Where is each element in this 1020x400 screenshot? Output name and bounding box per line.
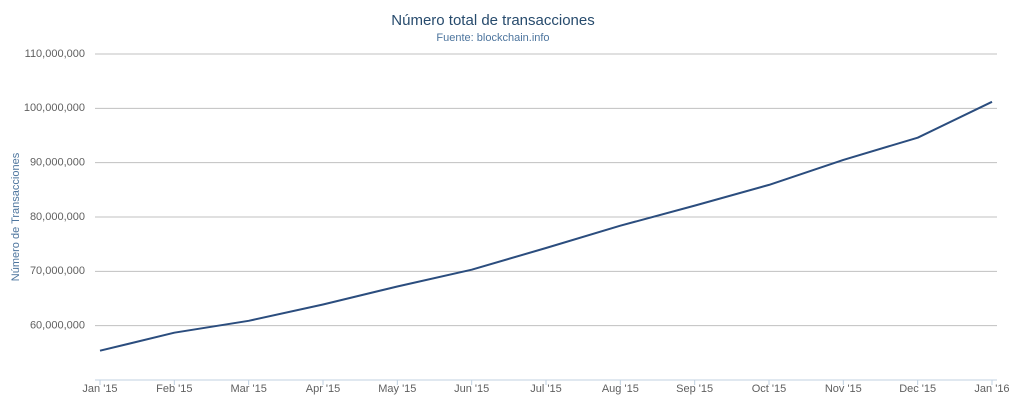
chart-title: Número total de transacciones [391,12,594,29]
x-tick-label: Dec '15 [899,383,936,395]
y-tick-label: 110,000,000 [25,48,85,60]
y-tick-label: 80,000,000 [30,211,85,223]
x-tick-label: Oct '15 [752,383,787,395]
y-tick-label: 90,000,000 [30,157,85,169]
x-tick-label: Feb '15 [156,383,192,395]
x-tick-label: Aug '15 [602,383,639,395]
x-tick-label: Jun '15 [454,383,489,395]
y-tick-label: 70,000,000 [30,265,85,277]
line-series [99,100,993,352]
x-tick-label: Jan '16 [974,383,1009,395]
x-tick-label: Jan '15 [82,383,117,395]
y-tick-label: 60,000,000 [30,320,85,332]
x-tick-label: Sep '15 [676,383,713,395]
x-tick-label: Mar '15 [230,383,266,395]
chart-subtitle: Fuente: blockchain.info [436,32,549,44]
x-tick-label: Apr '15 [306,383,341,395]
y-axis-label: Número de Transacciones [10,152,22,281]
y-tick-label: 100,000,000 [24,102,85,114]
x-tick-label: Jul '15 [530,383,561,395]
x-tick-label: May '15 [378,383,416,395]
x-tick-label: Nov '15 [825,383,862,395]
